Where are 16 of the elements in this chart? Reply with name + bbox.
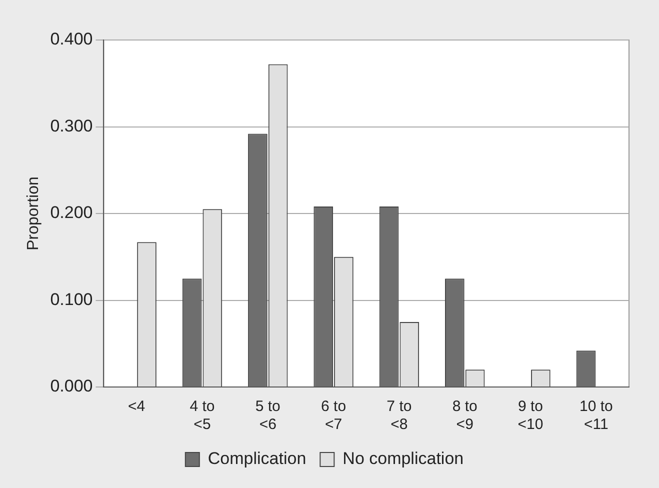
x-tick-label: 5 to <6 [255, 398, 280, 434]
x-tick-label: 8 to <9 [452, 398, 478, 434]
legend-label: Complication [208, 449, 306, 468]
y-tick-label: 0.300 [50, 116, 93, 136]
y-tick-label: 0.100 [50, 290, 93, 309]
x-tick-label: <4 [128, 398, 146, 416]
x-tick-label: 6 to <7 [321, 398, 346, 434]
y-axis-title: Proportion [25, 176, 42, 250]
x-tick-label: 4 to <5 [190, 398, 215, 434]
x-tick-label: 10 to <11 [579, 398, 613, 434]
y-tick-label: 0.400 [50, 30, 93, 49]
y-tick-label: 0.000 [50, 376, 93, 396]
legend-label: No complication [342, 449, 464, 468]
x-tick-label: 7 to <8 [386, 398, 412, 434]
y-tick-label: 0.200 [50, 203, 93, 222]
x-tick-label: 9 to <10 [518, 398, 544, 434]
